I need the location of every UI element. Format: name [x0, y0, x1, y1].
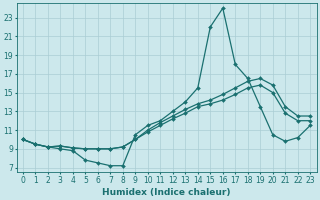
X-axis label: Humidex (Indice chaleur): Humidex (Indice chaleur) — [102, 188, 231, 197]
